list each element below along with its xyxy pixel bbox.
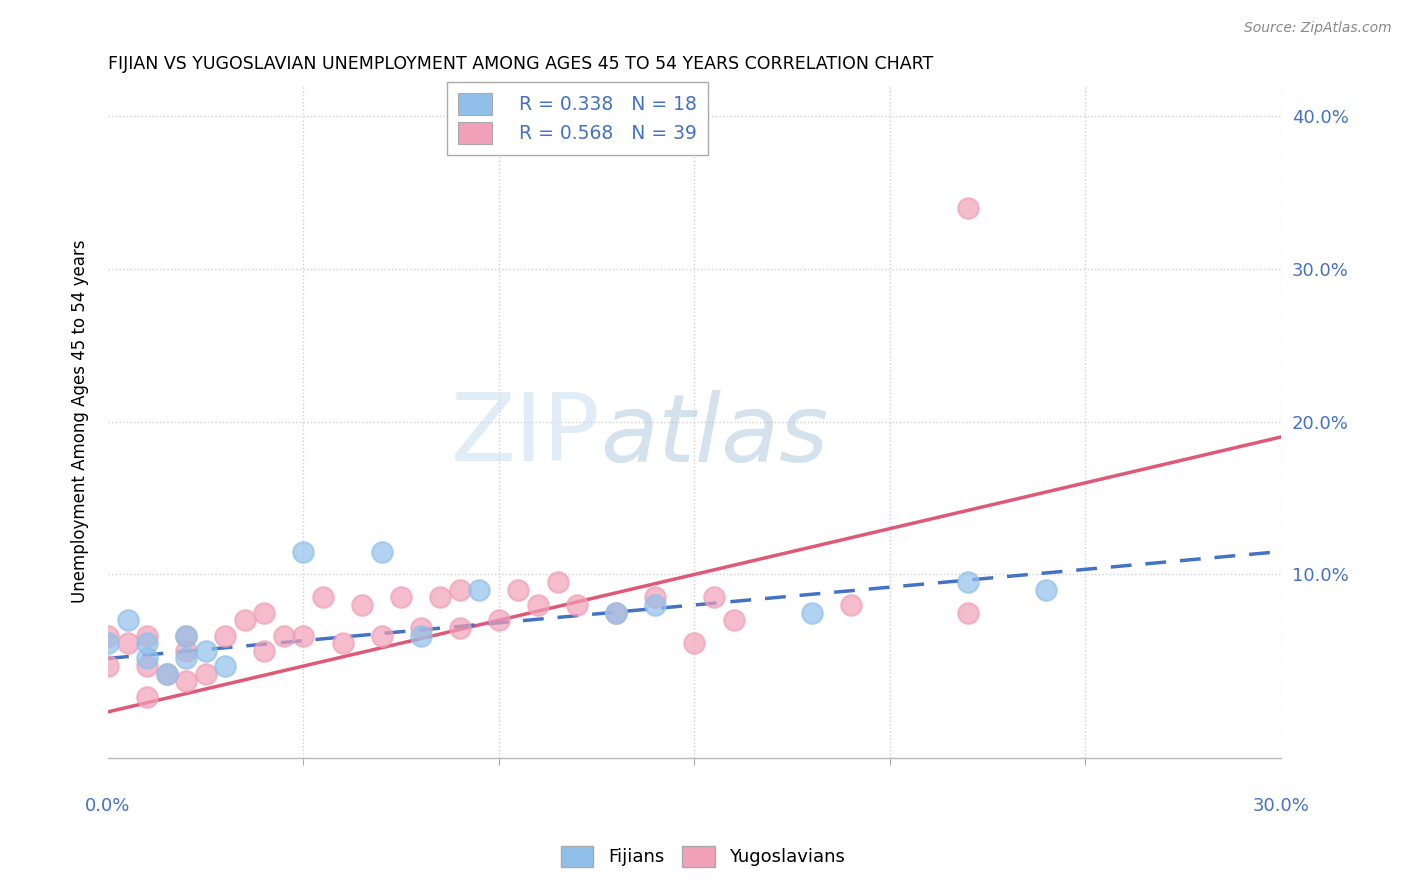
Point [194,644,217,658]
Point [409,621,432,635]
Point [97,628,120,642]
Point [352,598,374,612]
Point [449,582,471,597]
Point [644,598,666,612]
Point [292,628,315,642]
Point [605,606,627,620]
Legend: Fijians, Yugoslavians: Fijians, Yugoslavians [554,838,852,874]
Point [409,628,432,642]
Point [957,201,980,215]
Point [800,606,823,620]
Point [703,591,725,605]
Point [547,575,569,590]
Point [488,613,510,627]
Point [174,674,197,689]
Point [839,598,862,612]
Point [136,651,159,665]
Text: atlas: atlas [600,390,828,481]
Point [194,666,217,681]
Text: ZIP: ZIP [451,389,600,481]
Point [233,613,256,627]
Point [214,628,236,642]
Text: FIJIAN VS YUGOSLAVIAN UNEMPLOYMENT AMONG AGES 45 TO 54 YEARS CORRELATION CHART: FIJIAN VS YUGOSLAVIAN UNEMPLOYMENT AMONG… [108,55,934,73]
Point [957,606,980,620]
Point [174,644,197,658]
Point [292,544,315,558]
Y-axis label: Unemployment Among Ages 45 to 54 years: Unemployment Among Ages 45 to 54 years [72,240,89,604]
Point [97,659,120,673]
Point [214,659,236,673]
Point [1035,582,1057,597]
Point [605,606,627,620]
Point [468,582,491,597]
Point [156,666,179,681]
Point [174,628,197,642]
Point [723,613,745,627]
Point [273,628,295,642]
Point [253,644,276,658]
Text: 30.0%: 30.0% [1253,797,1309,814]
Point [957,575,980,590]
Text: 0.0%: 0.0% [86,797,131,814]
Point [312,591,335,605]
Text: Source: ZipAtlas.com: Source: ZipAtlas.com [1244,21,1392,35]
Point [449,621,471,635]
Point [683,636,706,650]
Point [370,544,392,558]
Point [253,606,276,620]
Point [136,659,159,673]
Point [136,636,159,650]
Point [389,591,412,605]
Point [97,636,120,650]
Point [117,613,139,627]
Point [136,690,159,704]
Point [565,598,588,612]
Point [156,666,179,681]
Point [117,636,139,650]
Point [174,628,197,642]
Point [370,628,392,642]
Point [508,582,530,597]
Point [429,591,451,605]
Point [174,651,197,665]
Point [644,591,666,605]
Point [332,636,354,650]
Point [136,628,159,642]
Legend:   R = 0.338   N = 18,   R = 0.568   N = 39: R = 0.338 N = 18, R = 0.568 N = 39 [447,82,707,155]
Point [527,598,550,612]
